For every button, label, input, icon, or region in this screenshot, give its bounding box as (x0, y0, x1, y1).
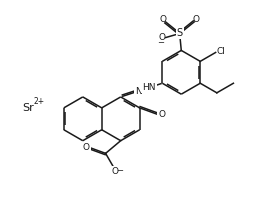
Text: Sr: Sr (22, 103, 34, 113)
Text: S: S (177, 29, 183, 38)
Text: HN: HN (142, 83, 156, 92)
Text: Cl: Cl (216, 47, 225, 56)
Text: O: O (82, 143, 90, 152)
Text: O: O (112, 167, 119, 176)
Text: −: − (117, 166, 123, 175)
Text: O: O (193, 15, 200, 24)
Text: O: O (159, 33, 166, 42)
Text: O: O (158, 110, 165, 119)
Text: 2+: 2+ (34, 96, 45, 105)
Text: O: O (160, 15, 167, 24)
Text: −: − (158, 38, 164, 47)
Text: N: N (135, 87, 142, 96)
